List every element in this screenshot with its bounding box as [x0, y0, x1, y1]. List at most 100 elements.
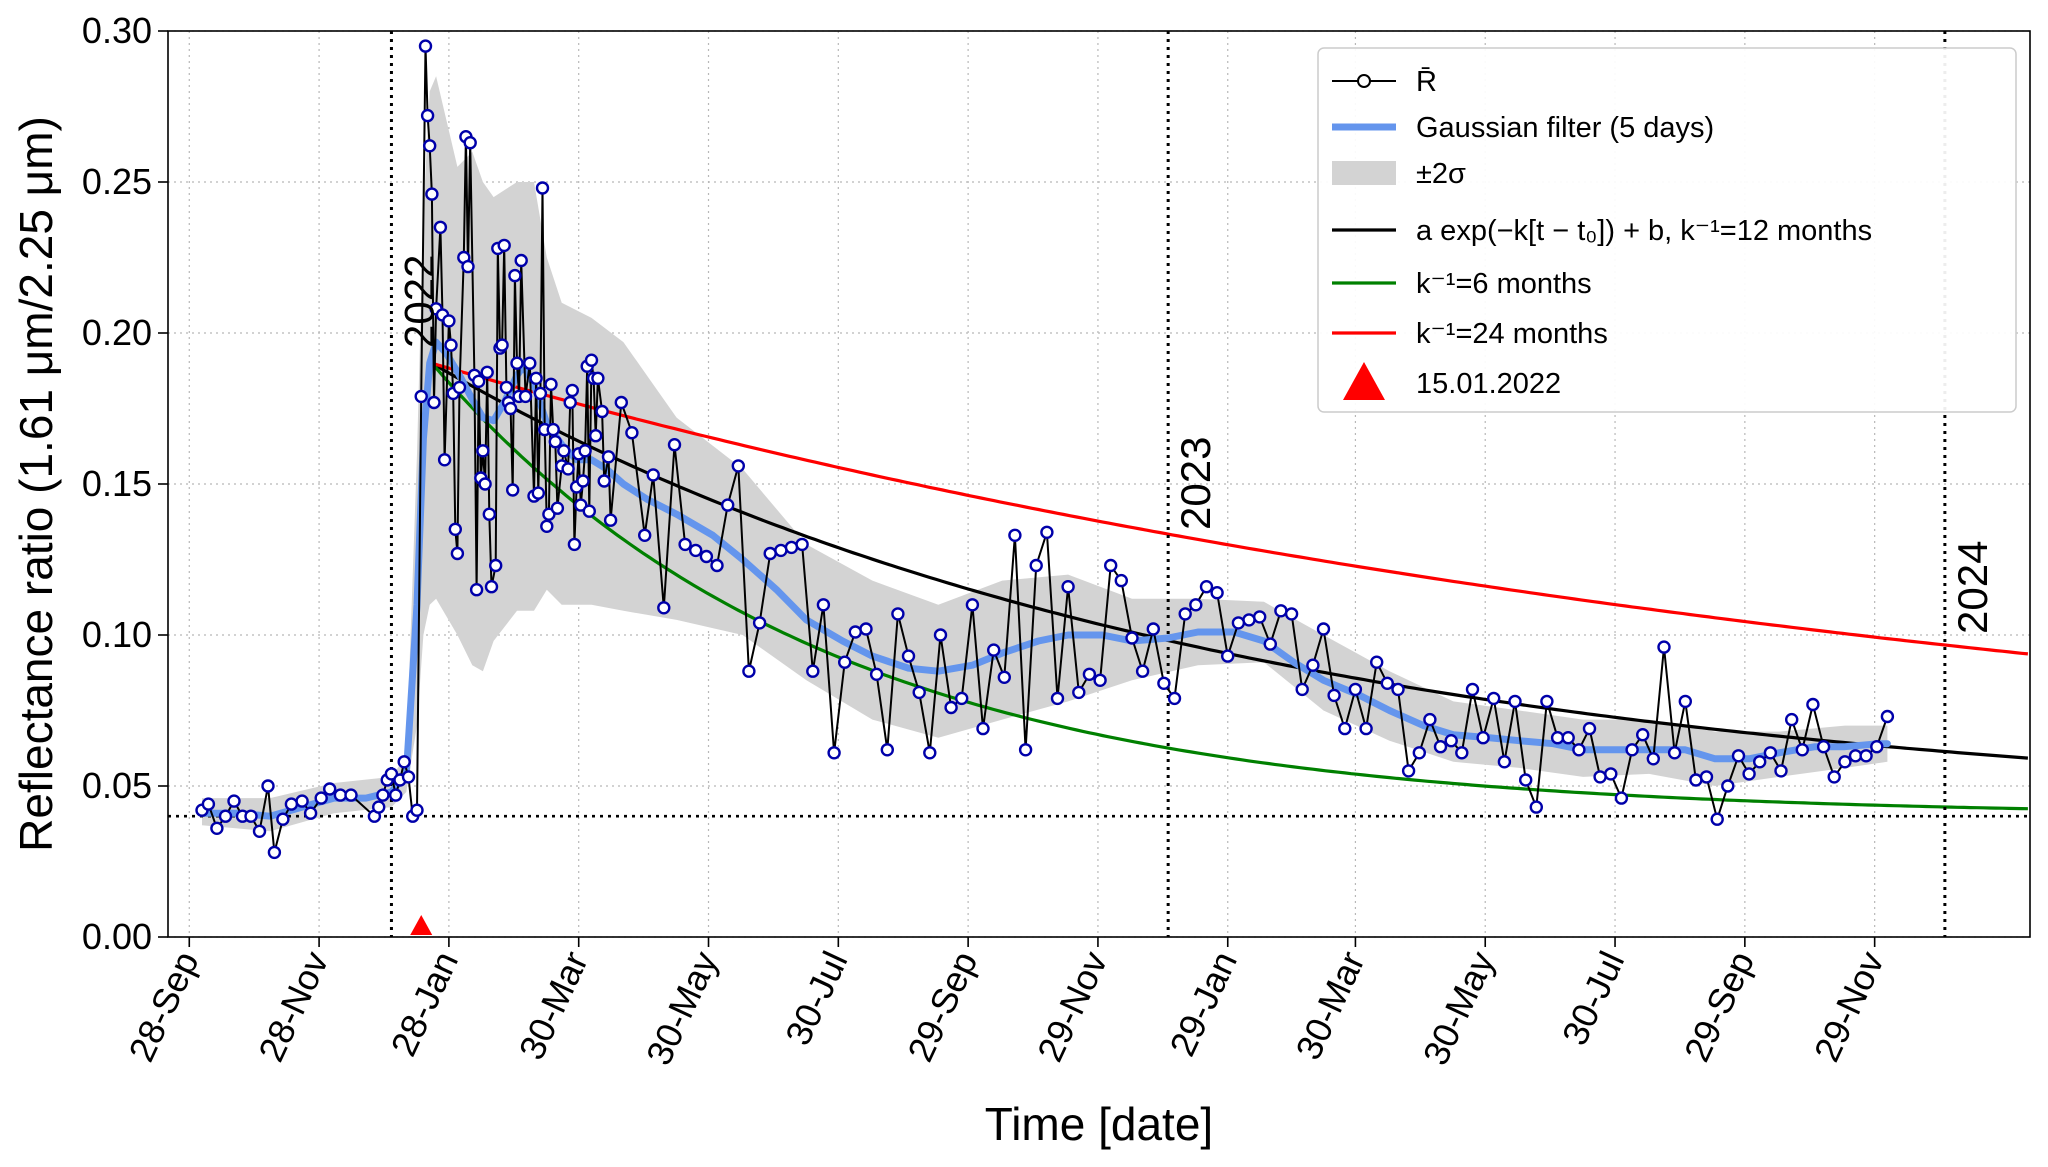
observed-point	[482, 507, 496, 521]
observed-point	[437, 453, 452, 467]
legend-label-obs: R̄	[1416, 66, 1437, 98]
observed-point	[614, 395, 628, 410]
observed-point	[603, 513, 618, 527]
observed-point	[1284, 607, 1299, 621]
observed-point	[1072, 685, 1086, 700]
observed-point	[806, 664, 820, 678]
observed-point	[540, 519, 554, 533]
observed-point	[210, 821, 224, 835]
legend-box	[1317, 47, 2017, 413]
observed-point	[1508, 694, 1522, 709]
observed-point	[497, 238, 511, 253]
fit-curve-6-months	[430, 362, 2028, 811]
observed-point	[1348, 682, 1363, 697]
observed-point	[1125, 631, 1139, 645]
observed-point	[1486, 691, 1501, 706]
observed-point	[303, 806, 318, 820]
observed-point	[531, 486, 545, 500]
observed-point	[1093, 673, 1107, 687]
year-label-2022: 2022	[395, 255, 442, 348]
observed-point	[1391, 682, 1405, 697]
observed-point	[944, 700, 958, 715]
observed-point	[448, 522, 462, 536]
observed-point	[1827, 770, 1841, 784]
observed-point	[1625, 743, 1639, 757]
observed-point	[891, 607, 905, 621]
observed-point	[344, 788, 358, 802]
observed-point	[576, 474, 590, 488]
observed-point	[1604, 767, 1618, 781]
observed-point	[595, 404, 609, 419]
observed-point	[667, 438, 682, 452]
observed-point	[535, 181, 550, 195]
observed-point	[1614, 791, 1629, 805]
observed-point	[1806, 697, 1820, 712]
observed-point	[1040, 525, 1054, 539]
observed-point	[901, 649, 916, 663]
observed-point	[384, 767, 399, 781]
legend: R̄ Gaussian filter (5 days) ±2σ a exp(−k[t …	[1317, 47, 2017, 413]
observed-point	[514, 253, 528, 268]
observed-point	[597, 474, 611, 488]
observed-point	[1082, 667, 1097, 681]
observed-point	[1220, 649, 1235, 663]
observed-point	[923, 746, 937, 760]
observed-point	[965, 598, 980, 612]
observed-point	[533, 386, 548, 401]
y-tick-label: 0.25	[82, 161, 152, 202]
observed-point	[838, 655, 852, 669]
observed-point	[578, 444, 592, 458]
x-axis-title: Time [date]	[985, 1098, 1213, 1150]
observed-point	[1423, 712, 1437, 727]
observed-point	[1412, 746, 1427, 760]
observed-point	[295, 794, 309, 808]
observed-point	[1561, 731, 1575, 745]
observed-point	[646, 468, 660, 482]
observed-point	[1231, 616, 1246, 630]
observed-point	[550, 501, 565, 515]
observed-point	[955, 691, 969, 706]
observed-point	[816, 598, 831, 612]
observed-point	[1157, 676, 1171, 690]
legend-swatch-event	[1343, 362, 1385, 400]
observed-point	[1540, 694, 1554, 709]
y-tick-label: 0.15	[82, 463, 152, 504]
legend-label-fit6: k⁻¹=6 months	[1416, 268, 1592, 300]
observed-point	[859, 622, 873, 636]
observed-point	[1210, 586, 1224, 600]
observed-point	[784, 540, 799, 555]
observed-point	[1593, 770, 1607, 784]
observed-point	[548, 435, 562, 449]
legend-swatch-observed-marker	[1357, 74, 1371, 88]
observed-point	[244, 809, 258, 823]
observed-point	[1252, 610, 1267, 624]
observed-point	[742, 664, 756, 678]
observed-point	[1263, 637, 1278, 651]
observed-point	[1455, 746, 1469, 760]
observed-point	[1401, 764, 1416, 778]
year-labels: 2022 2023 2024	[395, 255, 1995, 634]
observed-point	[442, 314, 456, 328]
observed-point	[1295, 682, 1309, 697]
observed-point	[418, 39, 433, 53]
observed-point	[1572, 743, 1586, 757]
observed-point	[499, 380, 514, 395]
observed-point	[1061, 580, 1075, 594]
observed-point	[1667, 746, 1682, 760]
observed-point	[997, 670, 1011, 684]
observed-point	[1689, 773, 1703, 787]
legend-label-gauss: Gaussian filter (5 days)	[1416, 112, 1714, 144]
observed-point	[638, 528, 652, 542]
observed-point	[261, 779, 275, 793]
observed-point	[523, 356, 537, 370]
observed-point	[976, 721, 990, 736]
observed-point	[410, 803, 424, 817]
observed-point	[201, 797, 216, 811]
observed-point	[1582, 721, 1597, 736]
observed-point	[544, 377, 558, 391]
observed-point	[721, 498, 735, 512]
observed-point	[763, 546, 777, 561]
observed-point	[880, 743, 894, 757]
observed-point	[1465, 682, 1480, 697]
observed-point	[323, 782, 337, 796]
